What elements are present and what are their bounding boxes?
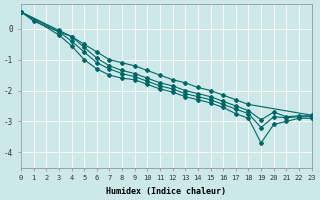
X-axis label: Humidex (Indice chaleur): Humidex (Indice chaleur) [106, 187, 226, 196]
